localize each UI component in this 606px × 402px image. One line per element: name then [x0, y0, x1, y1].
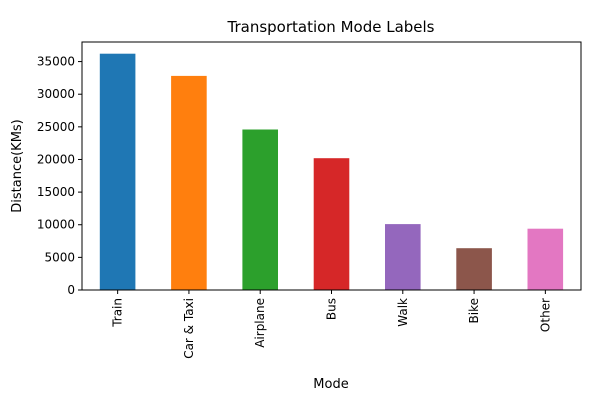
- x-tick-label: Airplane: [253, 298, 267, 348]
- y-axis-label: Distance(KMs): [10, 119, 25, 213]
- x-tick-label: Walk: [396, 298, 410, 327]
- y-tick-label: 20000: [37, 152, 75, 166]
- bar-car-taxi: [171, 75, 207, 291]
- bar-airplane: [242, 129, 278, 290]
- chart-title: Transportation Mode Labels: [227, 18, 435, 36]
- x-tick-label: Car & Taxi: [182, 298, 196, 359]
- bar-other: [527, 228, 564, 290]
- y-tick-label: 0: [67, 283, 75, 297]
- y-tick-label: 10000: [37, 218, 75, 232]
- bar-train: [99, 53, 136, 291]
- x-tick-label: Bike: [467, 298, 481, 323]
- x-axis-label: Mode: [313, 377, 348, 392]
- plot-area-frame: [81, 41, 582, 291]
- y-tick-label: 15000: [37, 185, 75, 199]
- bar-bus: [313, 158, 350, 290]
- y-tick-label: 5000: [44, 250, 75, 264]
- bars-group: [99, 53, 564, 291]
- y-tick-label: 30000: [37, 87, 75, 101]
- x-tick-label: Bus: [325, 298, 339, 320]
- y-tick-label: 35000: [37, 55, 75, 69]
- y-axis-ticks: 0 5000 10000 15000 20000 25000 30000 35000: [37, 55, 82, 297]
- x-tick-label: Other: [538, 298, 552, 332]
- y-tick-label: 25000: [37, 120, 75, 134]
- x-tick-label: Train: [111, 298, 125, 328]
- x-axis-ticks: Train Car & Taxi Airplane Bus Walk Bike Other: [111, 290, 552, 359]
- bar-bike: [456, 248, 492, 290]
- bar-walk: [385, 224, 421, 290]
